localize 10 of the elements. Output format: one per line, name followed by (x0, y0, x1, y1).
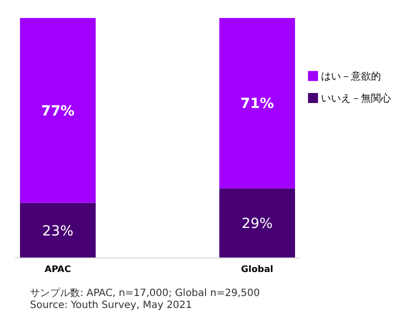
data-label: 71% (240, 96, 274, 112)
x-tick-label: APAC (44, 265, 72, 275)
data-label: 77% (41, 103, 75, 120)
x-tick-label: Global (241, 265, 274, 275)
data-label: 29% (242, 216, 273, 232)
data-label: 23% (42, 223, 74, 240)
legend-label: はい－意欲的 (321, 70, 381, 82)
text: サンプル数: APAC, n=17,000; Global n=29,500 (30, 287, 260, 299)
source-note: Source: Youth Survey, May 2021 (30, 300, 192, 311)
legend-label: いいえ－無関心 (321, 92, 391, 104)
